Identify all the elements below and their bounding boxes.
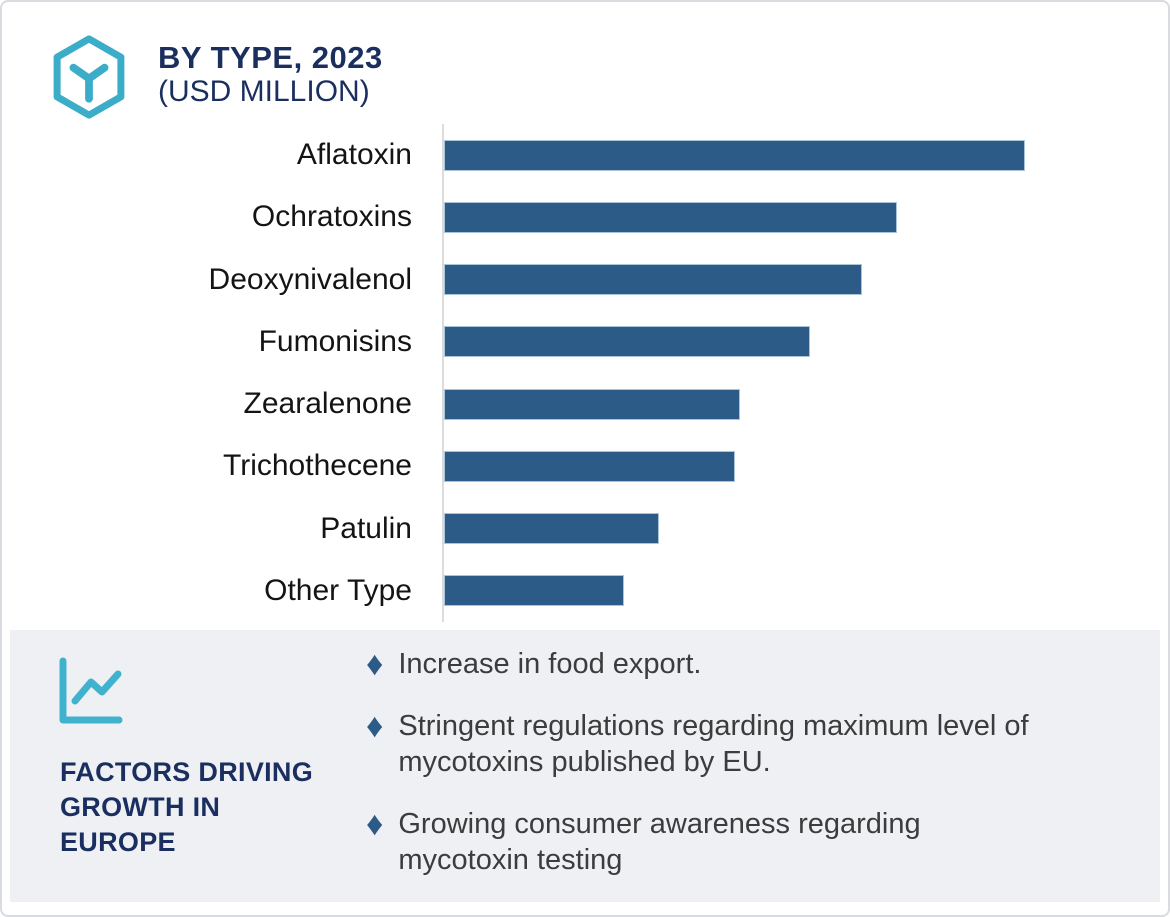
factor-bullet-item: ♦ Stringent regulations regarding maximum… [366, 708, 1146, 780]
factors-bullet-list: ♦ Increase in food export. ♦ Stringent regu… [366, 646, 1146, 904]
bar [444, 201, 897, 233]
chart-title-line2: (USD MILLION) [158, 75, 370, 108]
chart-axis-line [442, 124, 444, 622]
factor-bullet-text: Stringent regulations regarding maximum … [398, 710, 1029, 778]
chart-row: Deoxynivalenol [2, 249, 1112, 311]
chart-header: BY TYPE, 2023 (USD MILLION) [50, 35, 383, 119]
hexagon-cube-icon [53, 35, 125, 119]
bar-chart: Aflatoxin Ochratoxins Deoxynivalenol Fumoni… [2, 124, 1112, 622]
category-label: Deoxynivalenol [208, 262, 412, 296]
category-label: Zearalenone [243, 387, 412, 421]
category-label: Fumonisins [258, 324, 412, 358]
category-label: Aflatoxin [296, 138, 412, 172]
bar [444, 388, 740, 420]
bar [444, 326, 810, 358]
chart-row: Aflatoxin [2, 124, 1112, 186]
factors-panel: FACTORS DRIVING GROWTH IN EUROPE ♦ Increa… [10, 630, 1160, 902]
diamond-bullet-icon: ♦ [366, 805, 384, 843]
category-label: Trichothecene [223, 449, 412, 483]
category-label: Other Type [264, 573, 412, 607]
line-chart-icon [59, 657, 123, 724]
chart-row: Ochratoxins [2, 186, 1112, 248]
bar [444, 139, 1025, 171]
diamond-bullet-icon: ♦ [366, 707, 384, 745]
chart-row: Other Type [2, 560, 1112, 622]
bar [444, 450, 735, 482]
factor-bullet-text: Increase in food export. [398, 648, 702, 680]
chart-row: Fumonisins [2, 311, 1112, 373]
chart-row: Zearalenone [2, 373, 1112, 435]
factor-bullet-item: ♦ Increase in food export. [366, 646, 1146, 682]
factor-bullet-text: Growing consumer awareness regarding myc… [398, 808, 921, 876]
bar [444, 264, 862, 296]
bar-chart-rows: Aflatoxin Ochratoxins Deoxynivalenol Fumoni… [2, 124, 1112, 622]
factor-bullet-item: ♦ Growing consumer awareness regarding my… [366, 806, 1146, 878]
category-label: Patulin [320, 511, 412, 545]
chart-title: BY TYPE, 2023 (USD MILLION) [158, 41, 383, 119]
chart-row: Patulin [2, 498, 1112, 560]
bar [444, 575, 624, 607]
chart-row: Trichothecene [2, 435, 1112, 497]
diamond-bullet-icon: ♦ [366, 645, 384, 683]
chart-title-line1: BY TYPE, 2023 [158, 40, 383, 75]
category-label: Ochratoxins [251, 200, 412, 234]
factors-heading: FACTORS DRIVING GROWTH IN EUROPE [60, 757, 314, 857]
bar [444, 513, 659, 545]
